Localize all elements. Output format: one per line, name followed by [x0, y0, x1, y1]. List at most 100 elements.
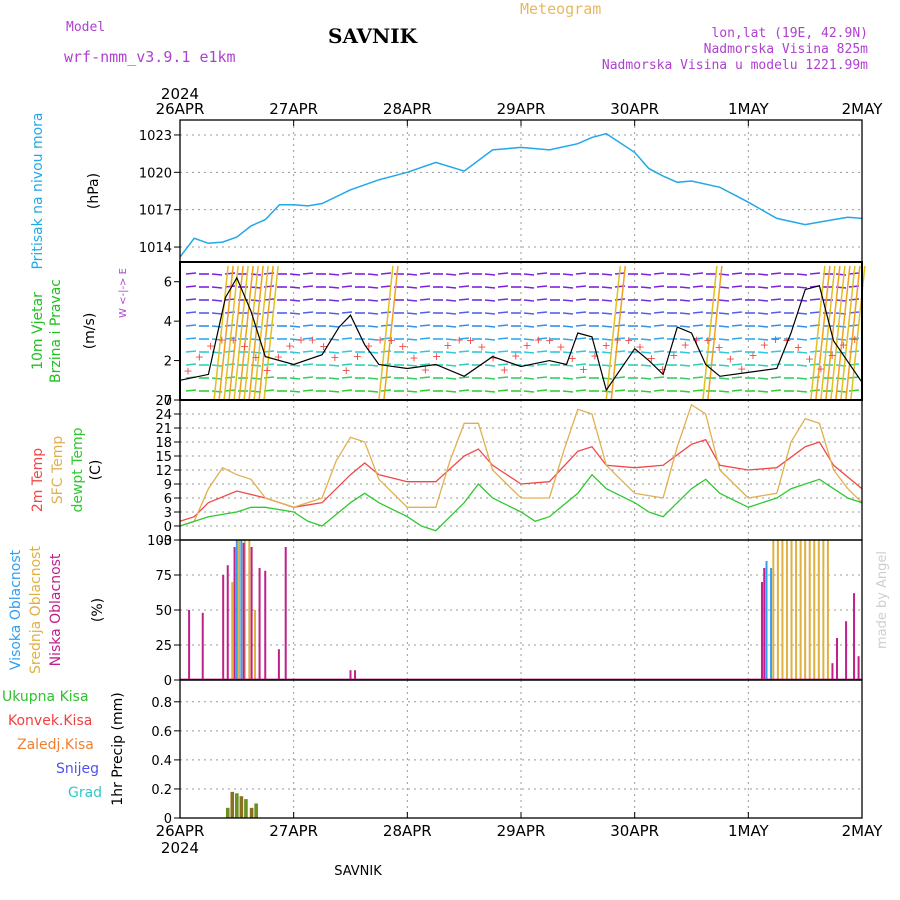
wind-barb [406, 312, 418, 315]
wind-barb [367, 364, 379, 367]
wind-barb-strong [253, 265, 269, 401]
wind-barb [341, 272, 353, 275]
wind-barb [523, 312, 535, 315]
y-tick-label: 9 [164, 478, 172, 493]
wind-marker: + [760, 339, 769, 352]
wind-marker: + [579, 363, 588, 376]
high-cloud-bar [765, 561, 768, 680]
wind-barb [731, 298, 743, 301]
wind-barb [536, 363, 548, 366]
wind-barb [562, 325, 574, 328]
wind-barb [419, 272, 431, 275]
wind-barb [380, 389, 392, 392]
wind-barb [692, 376, 704, 379]
y-tick-label: 1014 [139, 241, 172, 256]
wind-barb [224, 350, 236, 353]
wind-barb [289, 364, 301, 367]
low-cloud-bar [760, 582, 763, 680]
wind-barb [562, 351, 574, 354]
model-label: Model [66, 20, 106, 35]
panel-frame-precip [179, 679, 863, 819]
legend-rain-total: Ukupna Kisa [2, 689, 89, 705]
wind-barb [328, 390, 340, 393]
wind-barb [458, 311, 470, 314]
wind-barb [757, 273, 769, 276]
y-tick-label: 24 [155, 408, 172, 423]
wind-barb [757, 325, 769, 328]
wind-barb [406, 390, 418, 393]
wind-barb [380, 272, 392, 275]
wind-barb [341, 363, 353, 366]
wind-marker: + [319, 340, 328, 353]
wind-barb [601, 325, 613, 328]
wind-barb [575, 389, 587, 392]
wind-barb [575, 298, 587, 301]
wind-barb [302, 324, 314, 327]
wind-marker: + [590, 349, 599, 362]
wind-barb [679, 364, 691, 367]
mid-cloud-bar [776, 540, 779, 680]
wind-barb-strong [213, 265, 229, 401]
wind-barb [848, 298, 860, 301]
wind-barb [302, 376, 314, 379]
wind-marker: + [387, 334, 396, 347]
low-cloud-bar [233, 547, 236, 680]
wind-barb [796, 325, 808, 328]
wind-barb [809, 337, 821, 340]
wind-speed-line [179, 276, 863, 392]
wind-barb [575, 285, 587, 288]
wind-barb [523, 299, 535, 302]
cloud-unit: (%) [90, 598, 106, 622]
wind-barb [497, 376, 509, 379]
mid-cloud-bar [781, 540, 784, 680]
wind-barb [185, 337, 197, 340]
wind-barb [575, 272, 587, 275]
wind-marker: + [308, 334, 317, 347]
pressure-axis-title: Pritisak na nivou mora [30, 112, 46, 269]
legend-rain-convective: Konvek.Kisa [8, 713, 92, 729]
wind-marker: + [839, 338, 848, 351]
low-cloud-bar [250, 547, 253, 680]
wind-barb-strong [378, 265, 394, 401]
wind-barb [770, 324, 782, 327]
wind-barb [406, 273, 418, 276]
wind-barb [185, 272, 197, 275]
wind-barb [445, 325, 457, 328]
wind-barb [289, 286, 301, 289]
wind-barb [848, 376, 860, 379]
y-tick-label: 15 [155, 450, 172, 465]
wind-barb [640, 312, 652, 315]
wind-marker: + [296, 334, 305, 347]
y-tick-label: 21 [155, 422, 172, 437]
wind-barb-strong [702, 265, 718, 401]
y-tick-label: 4 [164, 315, 172, 330]
wind-barb-strong [820, 265, 836, 401]
wind-barb [536, 311, 548, 314]
wind-barb [757, 338, 769, 341]
wind-barb [809, 311, 821, 314]
wind-barb [484, 312, 496, 315]
x-tick-label-bottom: 26APR [156, 822, 205, 840]
wind-marker: + [771, 333, 780, 346]
wind-barb [575, 376, 587, 379]
wind-marker: + [556, 341, 565, 354]
wind-barb [367, 390, 379, 393]
wind-marker: + [342, 364, 351, 377]
y-tick-label: -3 [159, 534, 172, 549]
wind-marker: + [421, 364, 430, 377]
y-tick-label: 1020 [139, 166, 172, 181]
wind-marker: + [647, 352, 656, 365]
y-tick-label: 1023 [139, 129, 172, 144]
wind-barb [848, 389, 860, 392]
wind-marker: + [511, 350, 520, 363]
wind-barb [614, 376, 626, 379]
wind-marker: + [816, 362, 825, 375]
wind-barb [484, 364, 496, 367]
wind-barb [731, 389, 743, 392]
low-cloud-bar [845, 621, 848, 680]
wind-barb [679, 377, 691, 380]
wind-barb [575, 363, 587, 366]
wind-barb [770, 337, 782, 340]
wind-barb [640, 273, 652, 276]
